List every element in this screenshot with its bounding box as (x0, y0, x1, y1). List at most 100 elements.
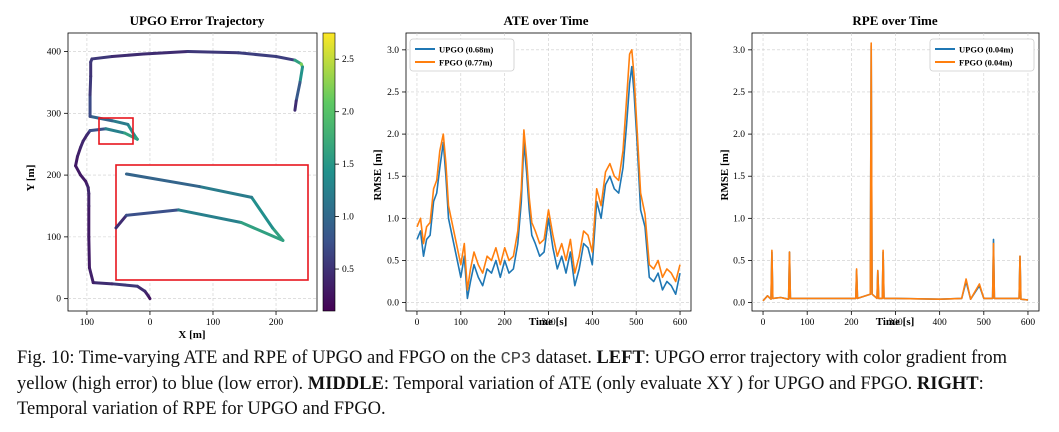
colorbar-tick-label: 0.5 (342, 265, 354, 275)
ate-plot: 0 100 200 300 400 500 600 0.0 0.5 1.0 1.5 2.0 2.5 3.0 (387, 33, 691, 328)
trajectory-segment (274, 54, 297, 62)
left-xtick-label: 100 (206, 318, 221, 328)
ytick-label: 2.0 (733, 130, 745, 140)
inset-segment (124, 208, 181, 217)
right-legend-box (929, 38, 1035, 72)
ytick-label: 2.5 (387, 88, 399, 98)
left-ytick-label: 300 (47, 109, 62, 119)
ytick-label: 1.0 (387, 214, 399, 224)
xtick-label: 500 (629, 318, 644, 328)
xtick-label: 0 (761, 318, 766, 328)
left-title: UPGO Error Trajectory (130, 13, 265, 28)
xtick-label: 0 (415, 318, 420, 328)
trajectory-segment (87, 266, 95, 285)
ytick-label: 1.5 (387, 172, 399, 182)
rpe-plot: 0 100 200 300 400 500 600 0.0 0.5 1.0 1.5 2.0 2.5 3.0 (733, 33, 1039, 328)
xtick-label: 300 (541, 318, 556, 328)
trajectory-segment (298, 65, 305, 84)
middle-panel: ATE over Time 0 100 200 300 400 500 600 0.0 0.5 1… (372, 13, 692, 328)
left-xtick-label: 200 (269, 318, 284, 328)
ytick-label: 2.0 (387, 130, 399, 140)
xtick-label: 400 (585, 318, 600, 328)
inset-segment (197, 185, 254, 199)
caption-dataset: CP3 (500, 350, 532, 369)
xtick-label: 600 (1021, 318, 1036, 328)
right-panel: RPE over Time 0 100 200 300 400 500 600 0.0 0.5 1… (719, 13, 1040, 328)
xtick-label: 600 (673, 318, 688, 328)
right-xlabel: Time [s] (876, 316, 915, 328)
legend-fpgo-label: FPGO (0.04m) (959, 58, 1013, 68)
left-ytick-label: 0 (56, 295, 61, 305)
ytick-label: 0.5 (733, 256, 745, 266)
left-ytick-label: 400 (47, 48, 62, 58)
trajectory-segment (293, 99, 298, 112)
trajectory-segment (88, 74, 93, 97)
trajectory-segment (74, 164, 83, 177)
ytick-label: 0.5 (387, 256, 399, 266)
trajectory-segment (123, 283, 139, 288)
figure-caption: Fig. 10: Time-varying ATE and RPE of UPG… (17, 346, 1047, 422)
caption-left-label: LEFT (596, 348, 645, 368)
inset-trajectory (114, 172, 285, 242)
trajectory-segment (110, 119, 130, 126)
trajectory-segment (91, 281, 114, 286)
trajectory-segment (142, 50, 190, 56)
left-panel: UPGO Error Trajectory 100 0 100 200 0 100 200 3… (25, 13, 354, 341)
trajectory-segment (236, 51, 278, 58)
caption-middle-label: MIDDLE (307, 374, 384, 394)
left-xtick-label: 0 (148, 318, 153, 328)
trajectory-segment (135, 284, 147, 293)
right-legend: UPGO (0.04m) FPGO (0.04m) (929, 38, 1035, 72)
left-xlabel: X [m] (178, 329, 205, 340)
inset-segment (239, 221, 285, 242)
xtick-label: 400 (933, 318, 948, 328)
middle-xlabel: Time [s] (529, 316, 568, 328)
colorbar-tick-label: 2.0 (342, 108, 354, 118)
inset-segment (271, 226, 285, 242)
left-xtick-label: 100 (80, 318, 95, 328)
right-title: RPE over Time (852, 13, 937, 28)
right-ylabel: RMSE [m] (719, 149, 731, 200)
xtick-label: 500 (977, 318, 992, 328)
colorbar (322, 32, 336, 312)
inset-segment (177, 208, 243, 224)
ytick-label: 2.5 (733, 88, 745, 98)
fpgo-series-line (762, 42, 1029, 302)
xtick-label: 200 (498, 318, 513, 328)
legend-fpgo-label: FPGO (0.77m) (439, 58, 493, 68)
trajectory-segment (110, 282, 127, 287)
zoom-inset (115, 164, 309, 281)
caption-right-label: RIGHT (916, 374, 979, 394)
ytick-label: 0.0 (387, 299, 399, 309)
trajectory-segment (110, 52, 146, 58)
left-ytick-label: 200 (47, 171, 62, 181)
inset-segment (124, 172, 201, 189)
colorbar-tick-label: 1.0 (342, 213, 354, 223)
colorbar-ticks: 0.5 1.0 1.5 2.0 2.5 (335, 55, 354, 275)
middle-legend: UPGO (0.68m) FPGO (0.77m) (409, 38, 515, 72)
inset-segment (114, 213, 128, 230)
ytick-label: 3.0 (387, 46, 399, 56)
caption-left-text: : UPGO error trajectory with color gradi… (17, 348, 1007, 394)
caption-prefix: Fig. 10: Time-varying ATE and RPE of UPG… (17, 348, 501, 368)
trajectory-line (74, 50, 305, 301)
trajectory-segment (87, 235, 91, 270)
ytick-label: 0.0 (733, 299, 745, 309)
trajectory-segment (294, 80, 302, 103)
trajectory-segment (74, 155, 79, 168)
fpgo-series-line (416, 49, 681, 291)
trajectory-segment (186, 50, 240, 55)
trajectory-segment (104, 127, 127, 135)
trajectory-segment (88, 127, 108, 133)
left-ytick-label: 100 (47, 233, 62, 243)
ytick-label: 1.5 (733, 172, 745, 182)
trajectory-segment (75, 145, 83, 159)
legend-upgo-label: UPGO (0.68m) (439, 45, 493, 55)
inset-segment (250, 195, 275, 230)
legend-upgo-label: UPGO (0.04m) (959, 45, 1013, 55)
middle-title: ATE over Time (504, 13, 589, 28)
colorbar-tick-label: 1.5 (342, 160, 354, 170)
trajectory-segment (90, 54, 114, 61)
xtick-label: 200 (844, 318, 859, 328)
